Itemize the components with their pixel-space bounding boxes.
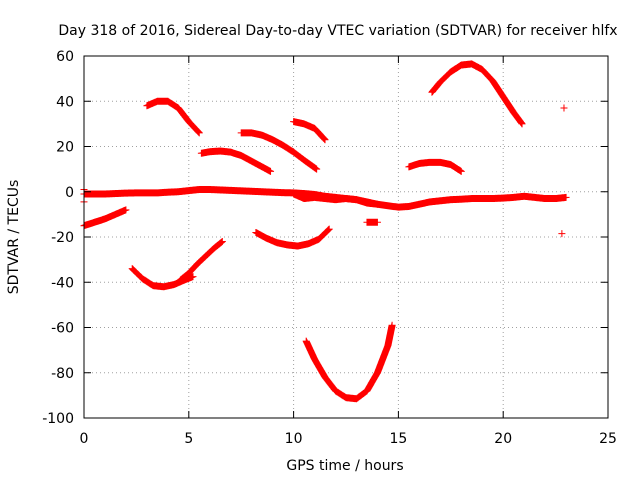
series-pass-b [128,265,197,291]
series-marks [143,97,203,137]
series-pass-k [363,218,381,226]
x-tick-label: 5 [184,431,193,447]
series-marks [290,118,329,144]
series-marks [237,129,321,173]
series-pass-m [428,60,526,128]
series-marks [197,147,275,175]
y-tick-label: -80 [51,366,74,382]
series-marks [302,321,396,403]
series-pass-c [176,238,226,284]
ticks: -100 -80 -60 -40 -20 0 20 40 60 0 5 10 15 20 25 [42,49,617,447]
series-marks [252,225,333,250]
series-pass-e [197,147,275,175]
series-pass-l [405,158,465,175]
series-marks [428,60,526,128]
series-pass-i [252,225,333,250]
y-axis-label: SDTVAR / TECUs [6,180,22,295]
series-marks [363,218,381,226]
series-marks [128,265,197,291]
y-tick-label: 40 [56,94,74,110]
series-pass-f [237,129,321,173]
series-pass-h [290,190,381,208]
x-tick-label: 0 [80,431,89,447]
series-marks [405,158,465,175]
x-tick-label: 15 [389,431,407,447]
x-tick-label: 20 [494,431,512,447]
series-marks [176,238,226,284]
y-tick-label: -60 [51,321,74,337]
series-marks [290,190,381,208]
y-tick-label: 20 [56,140,74,156]
y-tick-label: -20 [51,230,74,246]
y-tick-label: -40 [51,275,74,291]
series-pass-j [302,321,396,403]
y-tick-label: 0 [65,185,74,201]
y-tick-label: -100 [42,411,74,427]
chart-title: Day 318 of 2016, Sidereal Day-to-day VTE… [58,23,617,39]
y-tick-label: 60 [56,49,74,65]
x-tick-label: 10 [285,431,303,447]
series-pass-d [143,97,203,137]
grid [84,56,608,418]
x-axis-label: GPS time / hours [286,458,403,474]
series-pass-g [290,118,329,144]
x-tick-label: 25 [599,431,617,447]
